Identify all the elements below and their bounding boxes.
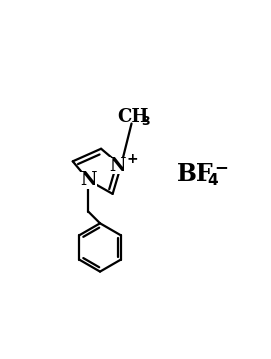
Text: BF: BF	[177, 162, 214, 186]
Text: CH: CH	[117, 108, 148, 126]
FancyBboxPatch shape	[80, 172, 97, 189]
Text: N: N	[80, 171, 97, 189]
Text: 3: 3	[141, 115, 150, 129]
Text: 4: 4	[208, 173, 218, 188]
FancyBboxPatch shape	[108, 157, 126, 174]
Text: N: N	[109, 157, 125, 174]
Text: −: −	[214, 158, 228, 176]
Text: +: +	[126, 152, 138, 166]
